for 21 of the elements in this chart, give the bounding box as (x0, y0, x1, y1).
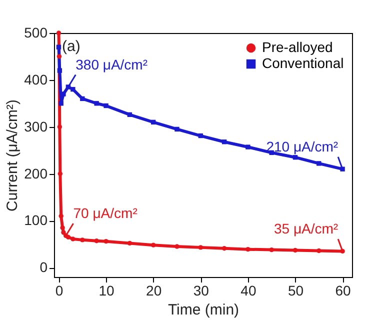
y-axis-title: Current (μA/cm²) (4, 100, 22, 212)
annotation: (a) (62, 38, 80, 55)
y-tick-label: 400 (24, 71, 48, 88)
annotation: 380 μA/cm² (76, 56, 148, 72)
x-tick-label: 40 (240, 282, 256, 298)
x-tick-label: 0 (55, 282, 64, 298)
x-tick-label: 60 (335, 282, 352, 298)
annotation: 70 μA/cm² (73, 205, 138, 222)
x-tick-label: 20 (146, 282, 162, 298)
x-tick-label: 50 (288, 282, 304, 298)
x-tick-label: 30 (193, 282, 210, 298)
y-tick-label: 200 (24, 165, 48, 182)
legend-label: Pre-alloyed (262, 39, 333, 55)
legend-label: Conventional (262, 55, 344, 71)
y-tick-label: 300 (24, 118, 48, 134)
y-tick-label: 500 (24, 24, 48, 40)
y-tick-label: 0 (40, 259, 48, 276)
y-tick-label: 100 (24, 212, 48, 228)
x-tick-label: 10 (98, 282, 115, 298)
annotation: 35 μA/cm² (274, 220, 338, 237)
x-axis-title: Time (min) (168, 302, 240, 318)
